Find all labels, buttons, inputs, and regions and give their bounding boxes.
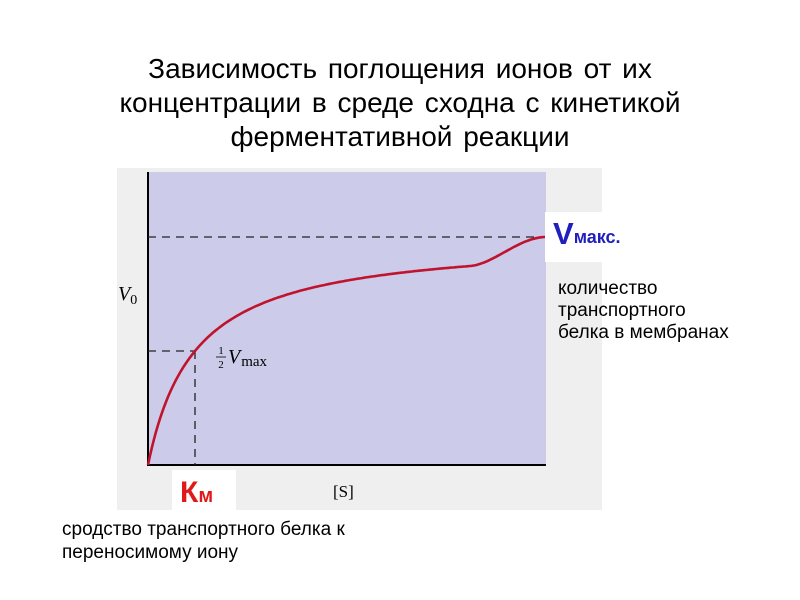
y-axis-label: V0 [118,283,137,308]
half-denominator: 2 [218,359,224,371]
vmax-label: Vмакс. [553,216,621,252]
vmax-letter: V [553,216,574,251]
vmax-explanation: количество транспортного белка в мембран… [558,278,778,344]
x-axis-label: [S] [333,482,354,501]
km-explanation-line-2: переносимому иону [62,542,239,563]
vmax-explanation-line-3: белка в мембранах [558,322,729,343]
slide-title: Зависимость поглощения ионов от их конце… [40,52,760,154]
km-label-box [172,470,236,512]
km-letter: К [180,476,199,509]
half-vmax-label: 1 2 Vmax [216,345,268,371]
title-line-1: Зависимость поглощения ионов от их [148,53,652,84]
half-numerator: 1 [218,345,224,357]
title-line-3: ферментативной реакции [230,121,570,152]
saturation-curve [146,235,546,466]
title-line-2: концентрации в среде сходна с кинетикой [119,87,681,118]
vmax-explanation-line-2: транспортного [558,300,686,321]
half-vmax-text: Vmax [228,346,268,370]
km-label: Км [180,476,213,510]
plot-area [148,172,546,464]
km-explanation-line-1: сродство транспортного белка к [62,519,345,540]
vmax-explanation-line-1: количество [558,278,658,299]
vmax-suffix: макс. [573,227,621,247]
km-suffix: м [198,485,214,507]
vmax-label-box [545,212,603,262]
km-explanation: сродство транспортного белка к переносим… [62,518,442,564]
